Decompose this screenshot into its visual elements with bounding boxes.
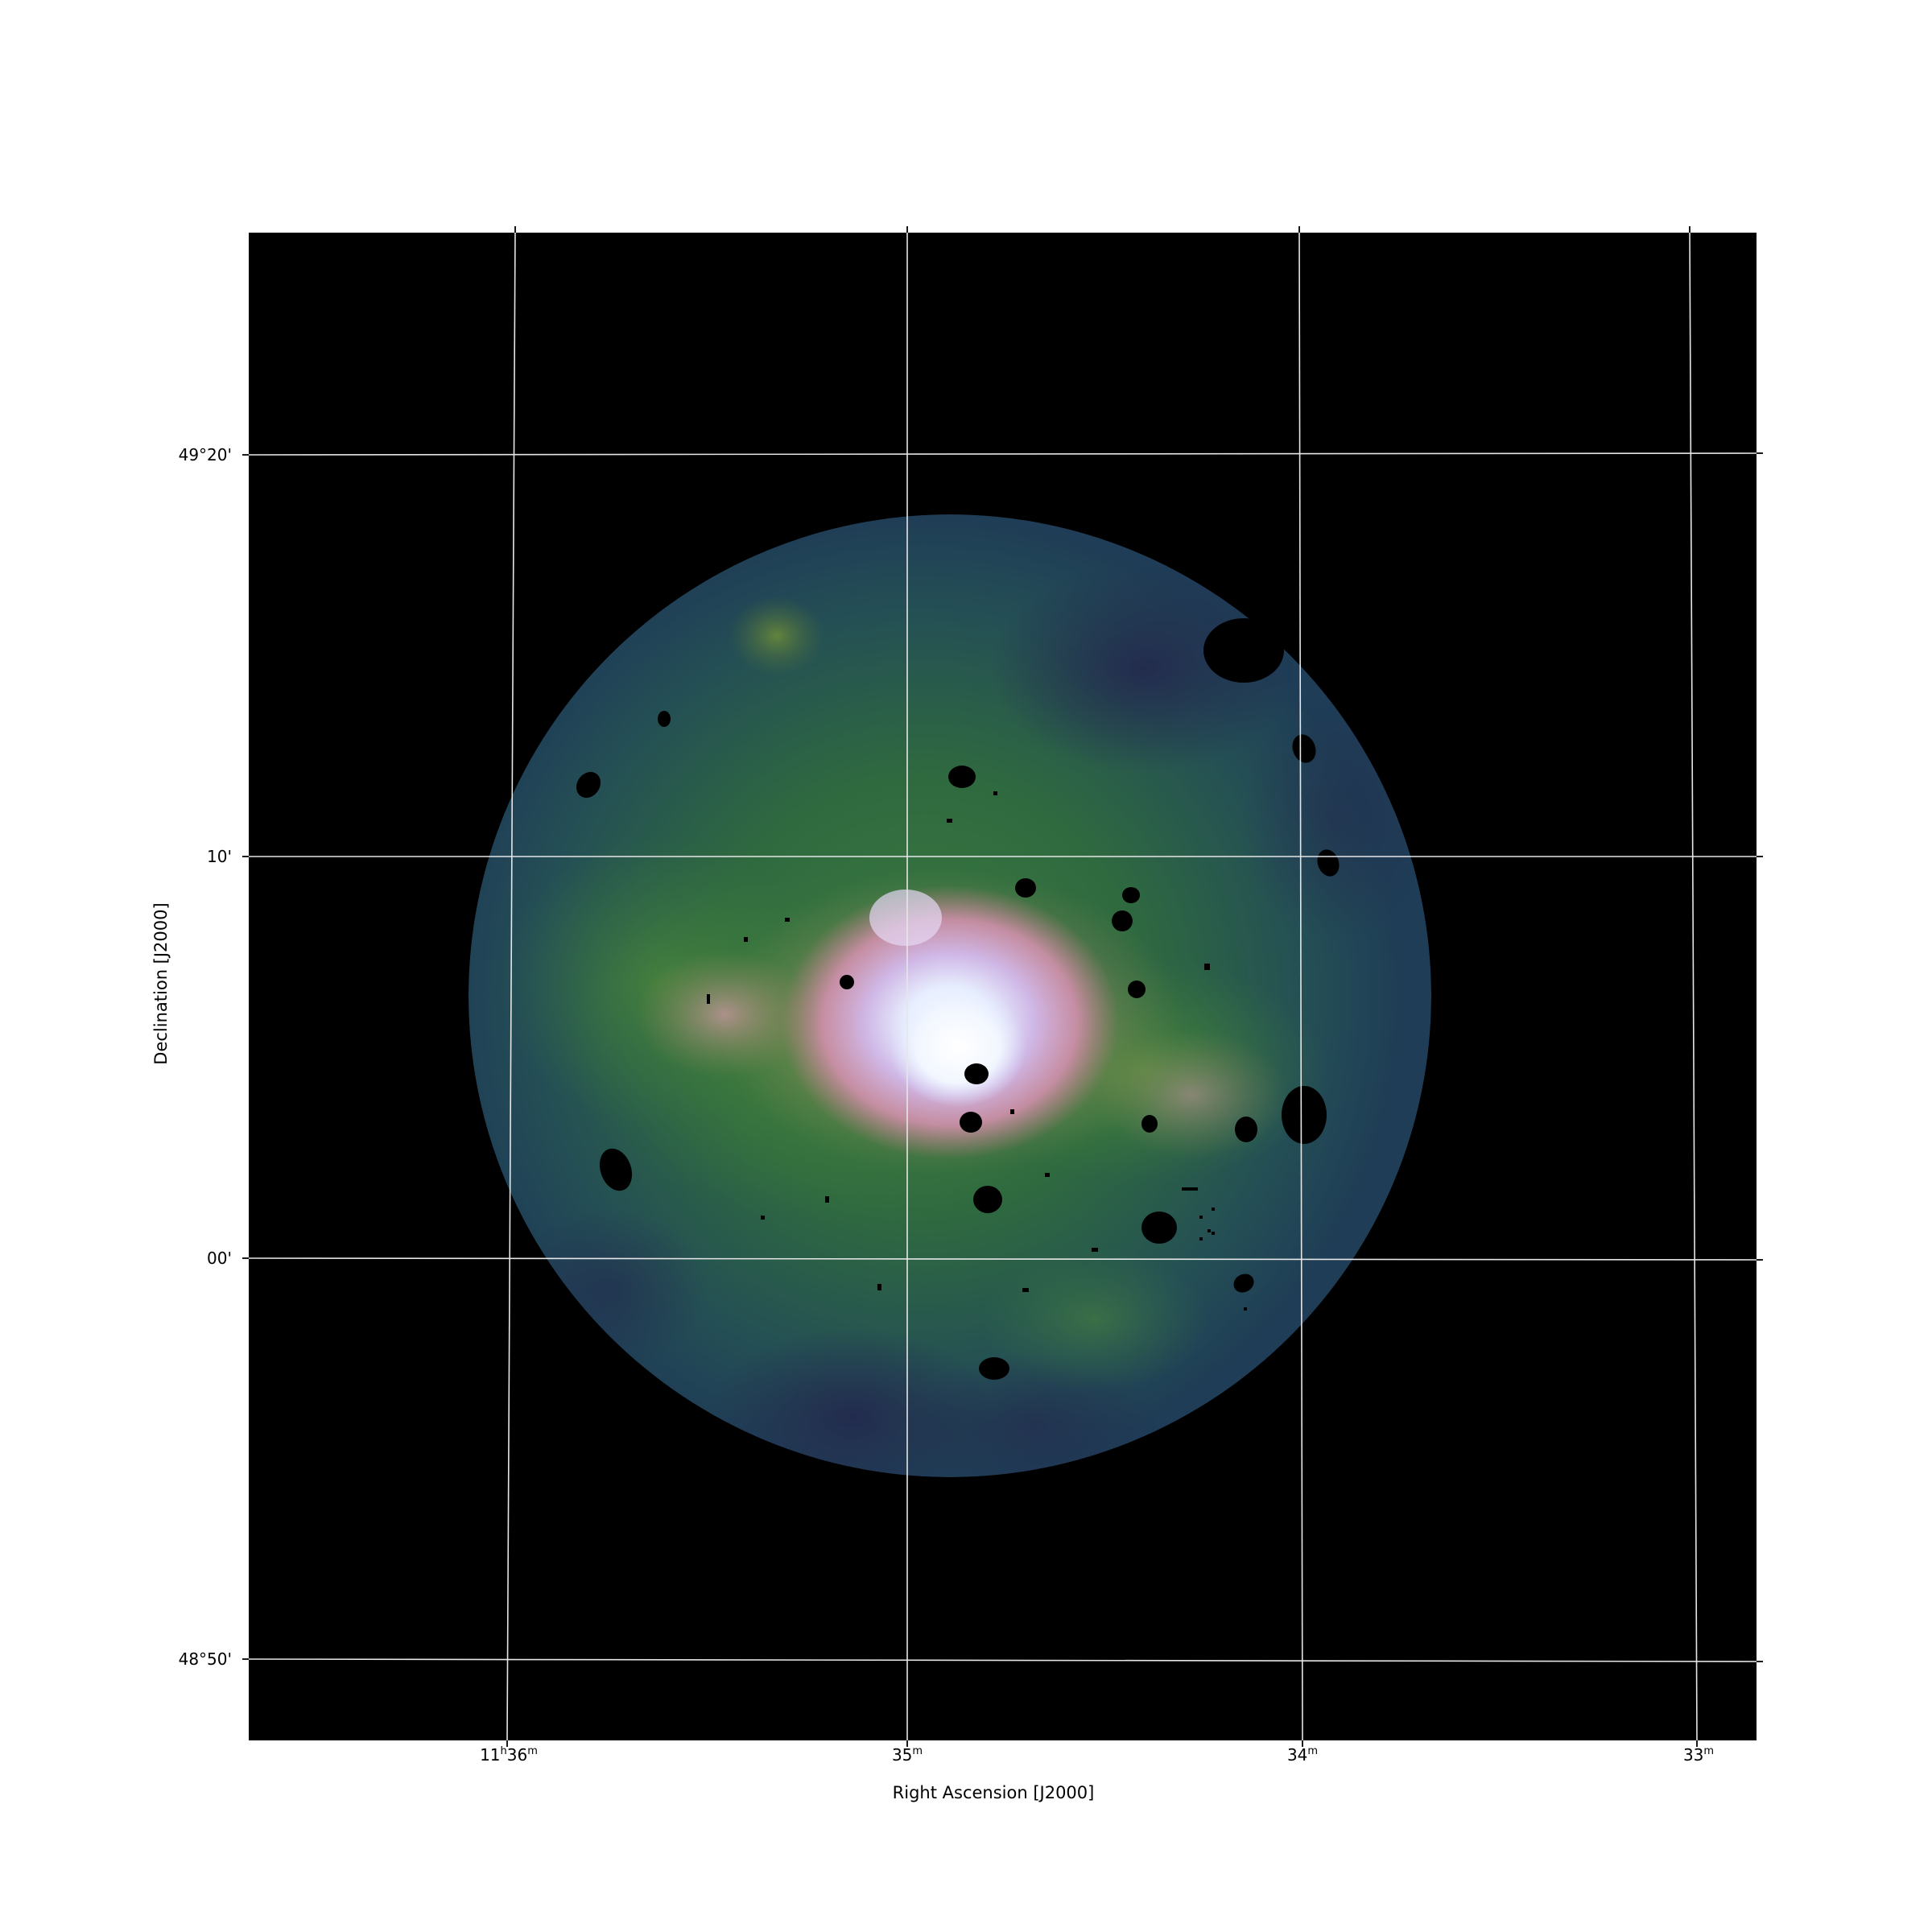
masked-pixel <box>1204 964 1210 970</box>
masked-pixel <box>1199 1216 1203 1219</box>
masked-source <box>599 1148 633 1191</box>
masked-pixel <box>1022 1288 1029 1292</box>
emission-disk <box>469 514 1431 1477</box>
masked-pixel <box>1288 1360 1292 1364</box>
masked-pixel <box>877 1284 881 1290</box>
masked-pixel <box>947 819 952 823</box>
masked-pixel <box>785 918 790 922</box>
x-tick-label: 35m <box>891 1745 923 1765</box>
masked-source <box>979 1357 1009 1380</box>
masked-source <box>1122 887 1140 903</box>
masked-source <box>1128 980 1146 998</box>
y-tick-label: 49°20' <box>178 445 232 464</box>
masked-source <box>658 711 671 727</box>
masked-source <box>1235 1117 1257 1142</box>
masked-source <box>948 766 976 788</box>
masked-pixel <box>1212 1208 1215 1211</box>
masked-pixel <box>1045 1173 1050 1177</box>
x-tick-label: 11h36m <box>480 1745 538 1765</box>
ra-gridline <box>1689 228 1698 1741</box>
edge-notch <box>1203 618 1284 683</box>
ra-gridline <box>506 228 516 1741</box>
y-axis-label: Declination [J2000] <box>151 902 171 1065</box>
dec-gridline <box>248 452 1762 456</box>
masked-source <box>1233 1274 1254 1293</box>
masked-source <box>1112 910 1133 931</box>
masked-source <box>960 1112 982 1133</box>
masked-pixel <box>1244 1307 1247 1311</box>
masked-source <box>1292 734 1316 763</box>
masked-source <box>1141 1212 1177 1244</box>
masked-source <box>973 1186 1002 1213</box>
masked-source <box>1141 1115 1158 1133</box>
coordinate-grid <box>248 228 1762 1741</box>
dec-gridline <box>248 1257 1762 1261</box>
masked-source <box>576 771 601 799</box>
masked-source <box>840 975 854 989</box>
dec-gridline <box>248 1658 1762 1662</box>
masked-pixel <box>761 1216 765 1220</box>
masked-pixel <box>707 994 710 1004</box>
tick-marks <box>242 226 1763 1747</box>
y-tick-label: 48°50' <box>178 1649 232 1669</box>
masked-pixel <box>825 1196 829 1203</box>
masked-source <box>1282 1086 1327 1144</box>
y-tick-label: 00' <box>207 1249 232 1268</box>
masked-pixel <box>1212 1232 1215 1235</box>
masked-pixel <box>1199 1237 1203 1241</box>
masked-source <box>1015 878 1036 898</box>
x-axis-label: Right Ascension [J2000] <box>892 1783 1095 1802</box>
masked-pixel <box>744 937 748 942</box>
y-tick-label: 10' <box>207 847 232 866</box>
ra-gridline <box>1298 228 1303 1741</box>
masked-pixel <box>1092 1248 1098 1252</box>
x-tick-label: 33m <box>1682 1745 1715 1765</box>
masked-pixel <box>1208 1229 1211 1232</box>
masked-pixel <box>993 791 997 795</box>
masked-source <box>964 1063 989 1084</box>
masked-pixel <box>1010 1109 1014 1114</box>
masked-pixel <box>1182 1187 1198 1191</box>
x-tick-label: 34m <box>1286 1745 1319 1765</box>
